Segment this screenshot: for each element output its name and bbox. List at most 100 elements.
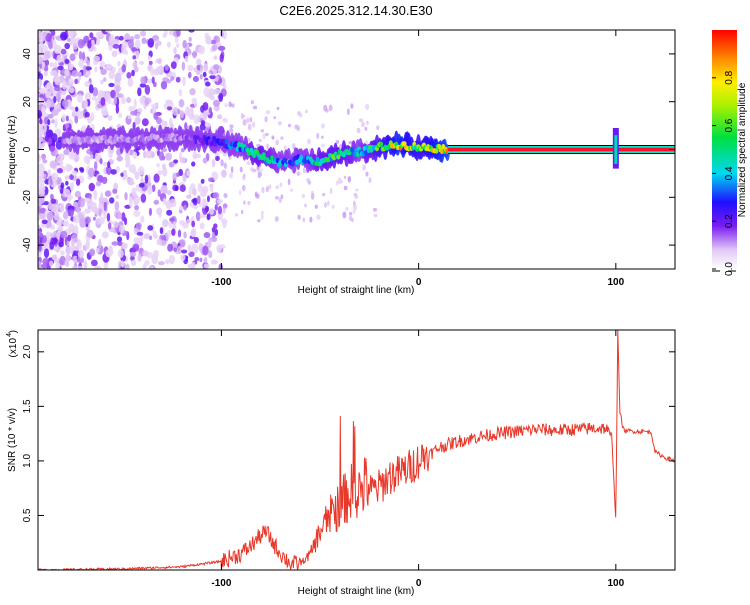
noise-blob xyxy=(170,61,177,69)
noise-blob xyxy=(192,50,197,59)
noise-blob xyxy=(152,230,157,239)
noise-blob xyxy=(259,172,263,177)
noise-blob xyxy=(99,90,106,97)
noise-blob xyxy=(142,263,147,269)
noise-blob xyxy=(38,96,42,106)
noise-blob xyxy=(38,260,41,269)
noise-blob xyxy=(38,230,42,235)
noise-blob xyxy=(198,45,206,55)
spectrogram-ytick-label: -40 xyxy=(22,237,33,252)
noise-blob xyxy=(84,99,88,109)
noise-blob xyxy=(298,112,303,118)
colorbar-tick-label: 0.6 xyxy=(724,118,735,132)
noise-blob xyxy=(306,178,311,183)
noise-blob xyxy=(114,72,122,83)
ridge-core xyxy=(355,151,360,158)
noise-blob xyxy=(101,231,109,239)
noise-blob xyxy=(50,203,57,213)
noise-blob xyxy=(38,122,44,127)
noise-blob xyxy=(150,265,154,269)
noise-blob xyxy=(316,214,321,220)
noise-blob xyxy=(114,221,119,228)
noise-blob xyxy=(75,205,81,213)
noise-blob xyxy=(38,127,44,137)
noise-blob xyxy=(77,39,85,49)
noise-blob xyxy=(201,186,207,196)
noise-blob xyxy=(216,199,224,204)
noise-blob xyxy=(137,166,145,176)
noise-blob xyxy=(71,238,76,247)
noise-blob xyxy=(117,241,123,247)
noise-blob xyxy=(47,169,51,177)
noise-blob xyxy=(137,253,142,262)
noise-blob xyxy=(111,50,118,58)
noise-blob xyxy=(104,93,109,102)
noise-blob xyxy=(139,30,147,37)
noise-blob xyxy=(84,216,91,224)
noise-blob xyxy=(100,68,107,75)
noise-blob xyxy=(265,185,269,193)
noise-blob xyxy=(107,222,112,230)
noise-blob xyxy=(55,91,61,102)
noise-blob xyxy=(153,112,159,120)
noise-blob xyxy=(169,198,177,208)
noise-blob xyxy=(58,241,64,248)
noise-blob xyxy=(196,64,201,70)
noise-blob xyxy=(252,121,256,128)
noise-blob xyxy=(128,39,134,49)
noise-blob xyxy=(74,245,79,252)
noise-blob xyxy=(42,257,50,266)
noise-blob xyxy=(147,225,154,231)
noise-blob xyxy=(274,195,280,200)
noise-blob xyxy=(112,188,118,194)
noise-blob xyxy=(39,207,47,214)
noise-blob xyxy=(257,219,261,223)
noise-blob xyxy=(214,228,219,237)
noise-blob xyxy=(65,246,73,255)
noise-blob xyxy=(74,190,81,198)
noise-blob xyxy=(277,121,282,126)
noise-blob xyxy=(55,204,62,209)
snr-series-line xyxy=(38,330,675,570)
noise-blob xyxy=(132,243,140,252)
ridge-core xyxy=(252,152,257,159)
noise-blob xyxy=(79,167,85,173)
noise-blob xyxy=(117,212,122,220)
noise-blob xyxy=(60,31,68,41)
noise-blob xyxy=(202,157,208,164)
noise-blob xyxy=(111,241,119,246)
noise-blob xyxy=(205,81,211,87)
noise-blob xyxy=(105,165,112,175)
noise-blob xyxy=(129,251,137,257)
noise-blob xyxy=(242,174,246,181)
snr-background xyxy=(38,330,675,570)
noise-blob xyxy=(186,170,191,177)
noise-blob xyxy=(42,159,48,164)
noise-blob xyxy=(121,64,127,73)
noise-blob xyxy=(178,89,183,97)
noise-blob xyxy=(89,153,94,160)
noise-blob xyxy=(64,68,70,77)
ridge-core xyxy=(112,138,117,145)
noise-blob xyxy=(107,115,113,121)
colorbar-label: Normalized spectral amplitude xyxy=(737,82,748,217)
noise-blob xyxy=(87,40,92,49)
noise-blob xyxy=(215,155,220,162)
noise-blob xyxy=(149,235,153,241)
noise-blob xyxy=(120,260,125,268)
noise-blob xyxy=(133,210,141,218)
noise-blob xyxy=(115,194,120,199)
noise-blob xyxy=(368,177,372,184)
ridge-core xyxy=(159,137,164,143)
noise-blob xyxy=(87,202,94,208)
noise-blob xyxy=(118,112,123,118)
snr-yscale-label: (x10 xyxy=(8,338,19,358)
noise-blob xyxy=(169,217,175,222)
noise-blob xyxy=(230,166,234,174)
noise-blob xyxy=(151,255,159,265)
noise-blob xyxy=(144,98,150,107)
noise-blob xyxy=(345,206,349,211)
noise-blob xyxy=(61,80,67,90)
noise-blob xyxy=(57,217,63,227)
